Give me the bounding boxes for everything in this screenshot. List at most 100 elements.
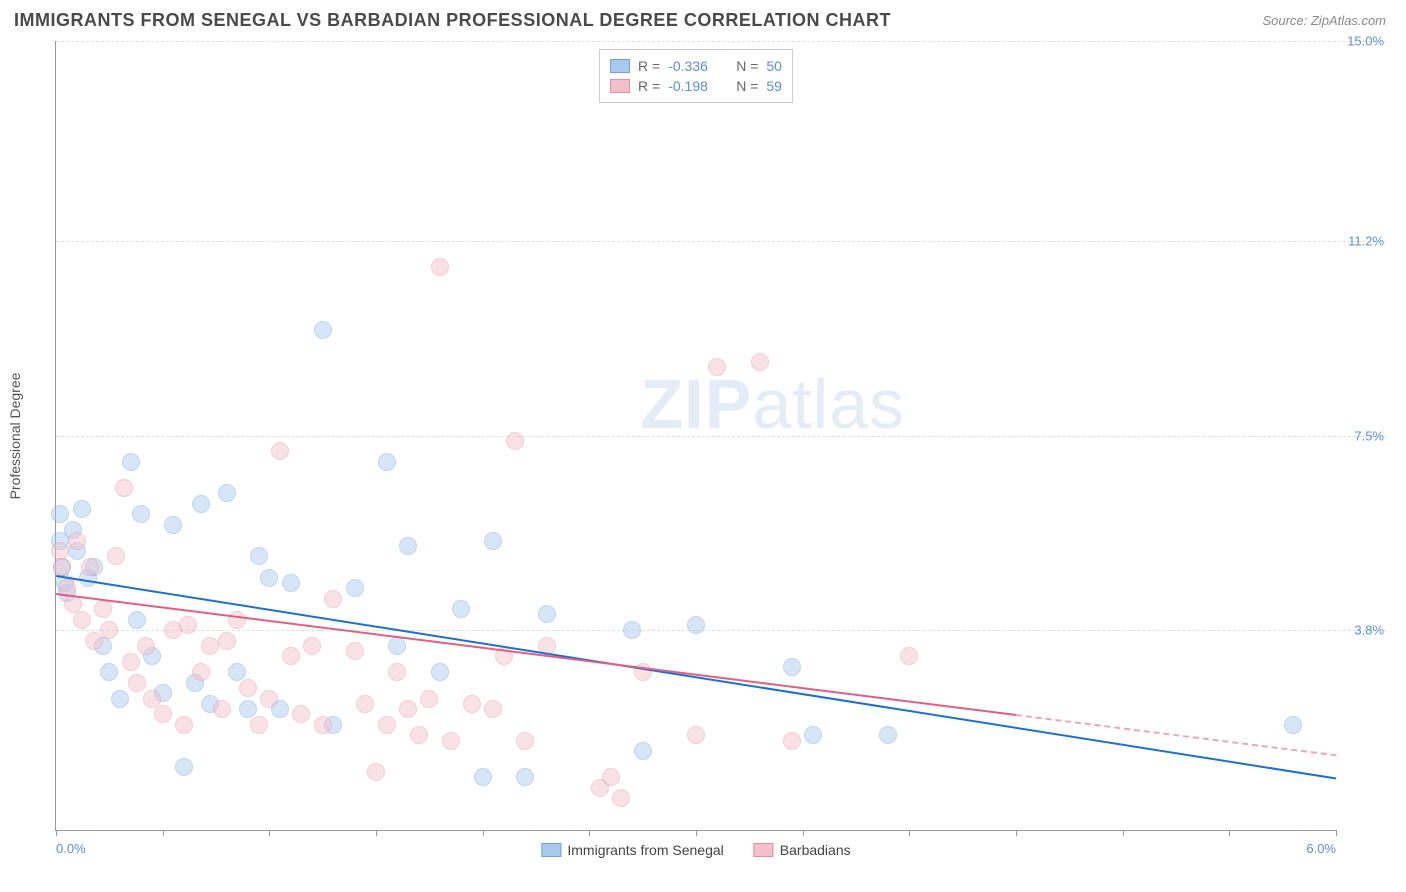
x-tick — [1016, 830, 1017, 836]
scatter-point — [73, 500, 91, 518]
scatter-point — [228, 611, 246, 629]
scatter-point — [687, 616, 705, 634]
scatter-point — [53, 558, 71, 576]
stats-row: R = -0.336 N = 50 — [610, 56, 782, 76]
scatter-point — [442, 732, 460, 750]
scatter-point — [367, 763, 385, 781]
scatter-point — [128, 674, 146, 692]
stat-n-value: 50 — [766, 58, 782, 74]
scatter-point — [73, 611, 91, 629]
scatter-point — [463, 695, 481, 713]
scatter-point — [250, 716, 268, 734]
scatter-point — [452, 600, 470, 618]
x-tick-label: 6.0% — [1306, 841, 1336, 856]
trendline — [56, 593, 1016, 716]
scatter-point — [201, 637, 219, 655]
scatter-point — [128, 611, 146, 629]
scatter-point — [431, 258, 449, 276]
scatter-point — [132, 505, 150, 523]
watermark-atlas: atlas — [752, 365, 905, 443]
stat-r-label: R = — [638, 78, 660, 94]
scatter-point — [228, 663, 246, 681]
scatter-point — [100, 663, 118, 681]
x-tick — [1123, 830, 1124, 836]
scatter-point — [399, 700, 417, 718]
scatter-point — [260, 569, 278, 587]
chart-source: Source: ZipAtlas.com — [1262, 13, 1386, 28]
scatter-point — [175, 758, 193, 776]
scatter-point — [346, 642, 364, 660]
scatter-point — [623, 621, 641, 639]
scatter-point — [154, 705, 172, 723]
stat-n-value: 59 — [766, 78, 782, 94]
stat-r-label: R = — [638, 58, 660, 74]
scatter-point — [634, 742, 652, 760]
scatter-point — [356, 695, 374, 713]
scatter-point — [431, 663, 449, 681]
scatter-point — [410, 726, 428, 744]
scatter-point — [484, 700, 502, 718]
scatter-point — [250, 547, 268, 565]
scatter-point — [516, 768, 534, 786]
scatter-point — [282, 574, 300, 592]
stats-legend: R = -0.336 N = 50 R =-0.198N =59 — [599, 49, 793, 103]
scatter-point — [164, 516, 182, 534]
gridline — [56, 241, 1386, 242]
legend-label: Barbadians — [780, 842, 851, 858]
legend-swatch — [610, 79, 630, 93]
scatter-point — [602, 768, 620, 786]
stat-n-label: N = — [736, 58, 758, 74]
y-tick-label: 15.0% — [1347, 34, 1384, 49]
scatter-point — [271, 442, 289, 460]
scatter-point — [137, 637, 155, 655]
stats-row: R =-0.198N =59 — [610, 76, 782, 96]
scatter-point — [346, 579, 364, 597]
scatter-point — [879, 726, 897, 744]
scatter-point — [751, 353, 769, 371]
scatter-point — [378, 453, 396, 471]
x-tick — [803, 830, 804, 836]
y-axis-label: Professional Degree — [7, 373, 23, 500]
scatter-point — [303, 637, 321, 655]
scatter-point — [687, 726, 705, 744]
scatter-point — [708, 358, 726, 376]
legend-swatch — [754, 843, 774, 857]
watermark: ZIPatlas — [640, 364, 905, 444]
x-tick — [56, 830, 57, 836]
scatter-point — [314, 321, 332, 339]
scatter-point — [900, 647, 918, 665]
x-tick — [483, 830, 484, 836]
x-tick — [909, 830, 910, 836]
scatter-point — [192, 495, 210, 513]
scatter-point — [378, 716, 396, 734]
scatter-point — [388, 637, 406, 655]
scatter-point — [239, 679, 257, 697]
scatter-point — [107, 547, 125, 565]
scatter-point — [783, 658, 801, 676]
scatter-point — [51, 505, 69, 523]
scatter-point — [218, 484, 236, 502]
chart-header: IMMIGRANTS FROM SENEGAL VS BARBADIAN PRO… — [0, 0, 1406, 41]
scatter-point — [260, 690, 278, 708]
scatter-point — [516, 732, 534, 750]
legend-item: Barbadians — [754, 842, 851, 858]
scatter-point — [115, 479, 133, 497]
scatter-point — [282, 647, 300, 665]
watermark-zip: ZIP — [640, 365, 752, 443]
scatter-point — [81, 558, 99, 576]
series-legend: Immigrants from SenegalBarbadians — [541, 842, 850, 858]
scatter-point — [218, 632, 236, 650]
scatter-point — [420, 690, 438, 708]
scatter-point — [783, 732, 801, 750]
legend-swatch — [541, 843, 561, 857]
x-tick — [696, 830, 697, 836]
scatter-point — [213, 700, 231, 718]
scatter-point — [324, 590, 342, 608]
trendline — [56, 575, 1336, 779]
scatter-point — [122, 653, 140, 671]
scatter-point — [239, 700, 257, 718]
scatter-point — [122, 453, 140, 471]
y-tick-label: 11.2% — [1348, 233, 1384, 248]
scatter-point — [314, 716, 332, 734]
stat-r-value: -0.336 — [668, 58, 728, 74]
